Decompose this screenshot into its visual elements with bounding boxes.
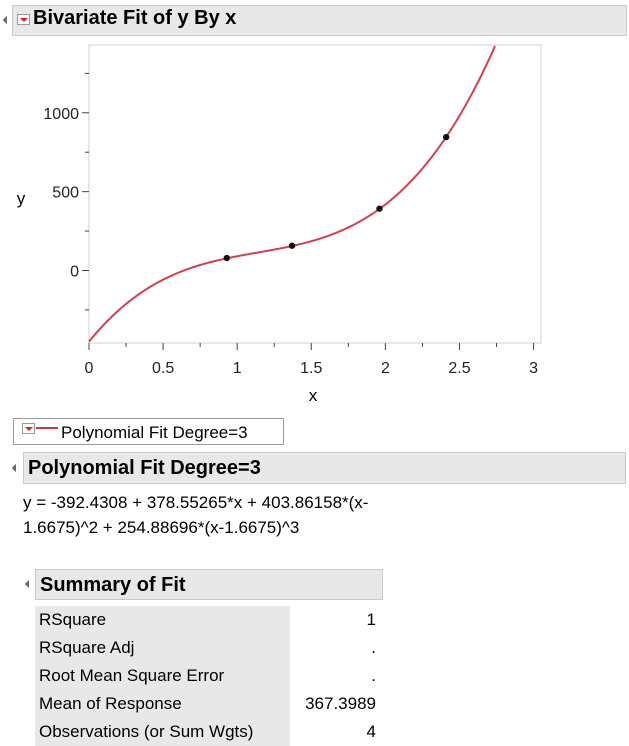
x-tick-label: 2 [381, 360, 390, 377]
y-tick-label: 500 [52, 185, 79, 202]
summary-row-label: RSquare Adj [35, 634, 290, 662]
y-axis-label: y [17, 189, 26, 208]
summary-title: Summary of Fit [40, 574, 186, 596]
summary-row-value: 4 [366, 722, 376, 741]
summary-disclosure-icon[interactable] [24, 579, 34, 589]
data-point[interactable] [288, 242, 296, 249]
data-point[interactable] [376, 205, 383, 212]
report-header [12, 5, 627, 36]
y-tick-label: 0 [70, 263, 79, 280]
summary-row-label: Root Mean Square Error [35, 662, 290, 690]
data-points[interactable] [223, 133, 450, 262]
summary-row-label: Observations (or Sum Wgts) [35, 718, 290, 746]
x-tick-label: 3 [529, 360, 538, 377]
x-tick-label: 2.5 [448, 360, 470, 377]
summary-row-value: . [371, 666, 376, 685]
legend-label: Polynomial Fit Degree=3 [61, 423, 248, 442]
bivariate-chart[interactable]: 0 500 1000 0 0.5 1 1.5 2 2.5 3 x y [0, 0, 629, 410]
report-title: Bivariate Fit of y By x [33, 7, 237, 29]
plot-frame [88, 44, 542, 344]
summary-header[interactable] [35, 569, 383, 600]
x-axis: 0 0.5 1 1.5 2 2.5 3 [85, 343, 538, 377]
summary-row-label: Mean of Response [35, 690, 290, 718]
summary-row: RSquare 1 [35, 606, 383, 634]
data-point[interactable] [442, 133, 450, 141]
summary-row: Observations (or Sum Wgts) 4 [35, 718, 383, 746]
x-tick-label: 0 [85, 360, 94, 377]
poly-section-disclosure-icon[interactable] [11, 463, 21, 473]
summary-row: Mean of Response 367.3989 [35, 690, 383, 718]
x-tick-label: 1 [233, 360, 242, 377]
y-axis: 0 500 1000 [43, 72, 89, 311]
data-point[interactable] [223, 254, 231, 262]
summary-row: RSquare Adj . [35, 634, 383, 662]
y-tick-label: 1000 [43, 106, 79, 123]
summary-row: Root Mean Square Error . [35, 662, 383, 690]
poly-section-title: Polynomial Fit Degree=3 [28, 457, 261, 479]
fit-equation: y = -392.4308 + 378.55265*x + 403.86158*… [23, 493, 369, 537]
report-red-triangle-menu-icon[interactable] [17, 14, 30, 25]
summary-row-value: 1 [366, 610, 376, 629]
fit-legend[interactable]: Polynomial Fit Degree=3 [13, 418, 284, 445]
legend-red-triangle-menu-icon[interactable] [22, 423, 35, 434]
legend-line-swatch [36, 427, 58, 429]
x-tick-label: 0.5 [152, 360, 174, 377]
x-tick-label: 1.5 [300, 360, 322, 377]
summary-row-value: . [371, 638, 376, 657]
summary-row-label: RSquare [35, 606, 290, 634]
summary-row-value: 367.3989 [305, 694, 376, 713]
poly-section-header[interactable] [23, 452, 626, 484]
x-axis-label: x [309, 386, 318, 405]
